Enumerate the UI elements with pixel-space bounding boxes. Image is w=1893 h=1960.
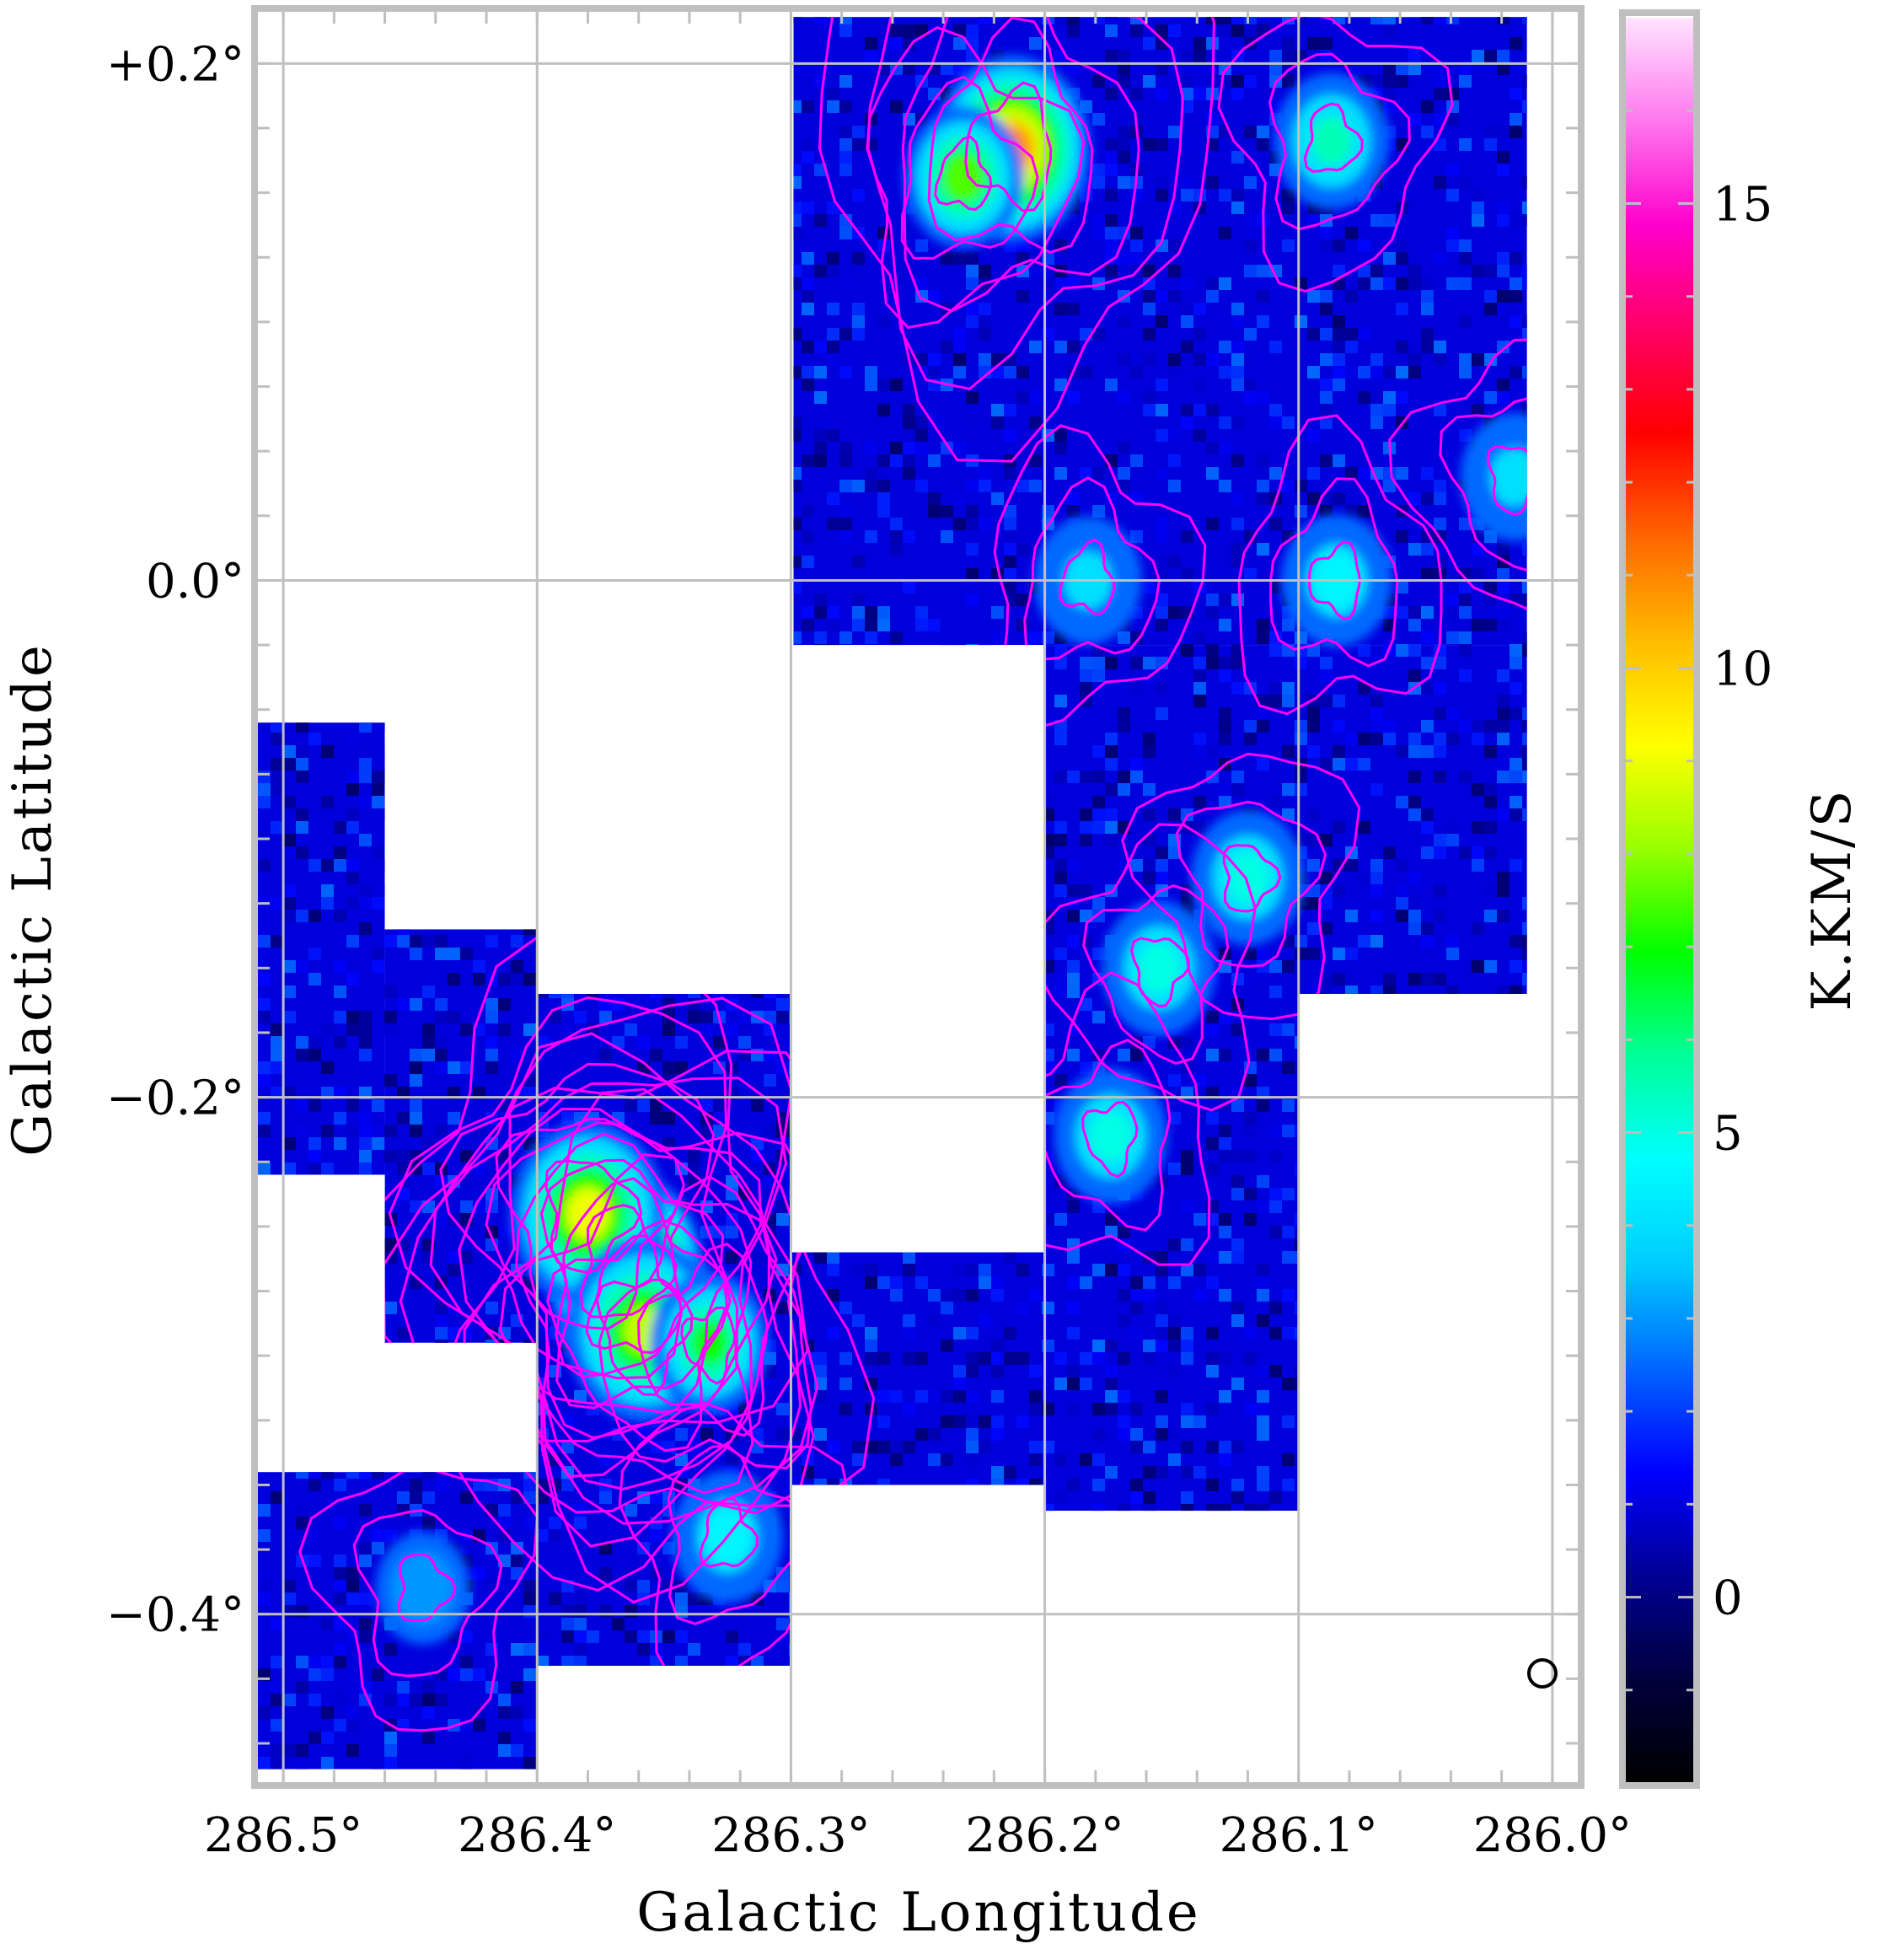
- x-tick-label: 286.2°: [965, 1808, 1123, 1863]
- colorbar-title: K.KM/S: [1801, 788, 1864, 1012]
- x-tick-labels: 286.5° 286.4° 286.3° 286.2° 286.1° 286.0°: [204, 1808, 1632, 1863]
- colorbar-tick-label: 5: [1713, 1107, 1743, 1162]
- axis-ticks: [258, 12, 1578, 1782]
- contour-line: [1081, 1100, 1139, 1179]
- contour-line: [1303, 102, 1364, 174]
- emission-peak-9: [1137, 942, 1181, 994]
- contour-line: [927, 17, 1094, 255]
- x-tick-label: 286.5°: [204, 1808, 362, 1863]
- plot-frame: [251, 5, 1585, 1789]
- contour-line: [618, 1401, 851, 1689]
- x-tick-label: 286.0°: [1473, 1808, 1632, 1863]
- coordinate-grid: [258, 12, 1578, 1782]
- y-axis-title: Galactic Latitude: [2, 642, 64, 1157]
- contour-line: [1175, 800, 1327, 968]
- colorbar-tick-label: 0: [1713, 1571, 1743, 1626]
- beam-marker: [1527, 1658, 1558, 1689]
- contour-line: [555, 1177, 732, 1410]
- contour-line: [585, 1234, 683, 1355]
- contour-line: [680, 1306, 737, 1385]
- x-tick-label: 286.4°: [458, 1808, 616, 1863]
- contour-line: [437, 1032, 876, 1592]
- contour-line: [495, 1118, 685, 1330]
- contour-line: [866, 25, 1086, 330]
- contour-line: [399, 1050, 824, 1604]
- colorbar-tick-labels: 0 5 10 15: [1713, 177, 1772, 1625]
- colorbar-frame: [1619, 9, 1700, 1789]
- contour-line: [637, 1243, 769, 1437]
- y-tick-label: 0.0°: [146, 554, 244, 609]
- y-tick-label: −0.2°: [106, 1071, 244, 1126]
- contour-line: [1129, 937, 1190, 1008]
- emission-peak-7: [1311, 116, 1353, 166]
- colorbar-tick-label: 10: [1713, 642, 1772, 696]
- contour-line: [598, 1174, 812, 1469]
- contour-line: [964, 81, 1053, 212]
- x-tick-label: 286.1°: [1220, 1808, 1378, 1863]
- colorbar-gradient: [1624, 18, 1695, 1783]
- contour-line: [352, 1509, 503, 1678]
- contour-line: [499, 1153, 754, 1495]
- emission-peak-10: [1089, 1110, 1133, 1162]
- y-tick-labels: +0.2° 0.0° −0.2° −0.4°: [106, 37, 244, 1642]
- contour-line: [901, 17, 1140, 313]
- contour-line: [595, 1278, 694, 1396]
- contour-line: [388, 996, 739, 1414]
- contour-line: [934, 135, 993, 212]
- contour-line: [579, 1203, 678, 1318]
- y-tick-label: −0.4°: [106, 1588, 244, 1643]
- contour-line: [900, 75, 1039, 260]
- emission-peak-6: [945, 155, 982, 200]
- colorbar-tick-label: 15: [1713, 177, 1772, 232]
- colorbar: 0 5 10 15 K.KM/S: [1619, 9, 1864, 1789]
- y-tick-label: +0.2°: [106, 37, 244, 92]
- contour-line: [546, 1219, 729, 1453]
- contour-line: [298, 1466, 539, 1732]
- contour-line: [1268, 52, 1411, 231]
- x-tick-label: 286.3°: [711, 1808, 870, 1863]
- contour-line: [429, 1077, 788, 1490]
- contour-line: [544, 1159, 643, 1274]
- emission-peak-15: [1490, 448, 1527, 506]
- contour-line: [667, 1444, 807, 1625]
- contour-line: [539, 1158, 725, 1378]
- contour-line: [1222, 844, 1282, 913]
- contour-line: [1486, 445, 1527, 516]
- contour-line: [463, 1087, 815, 1515]
- contour-line: [1388, 338, 1527, 621]
- colorbar-ticks: [1624, 109, 1695, 1692]
- contour-line: [1439, 396, 1527, 573]
- contour-line: [818, 17, 1215, 463]
- x-axis-title: Galactic Longitude: [636, 1882, 1201, 1944]
- contour-line: [1082, 884, 1230, 1066]
- contour-line: [439, 1062, 716, 1380]
- emission-peak-8: [1226, 852, 1269, 904]
- contour-line: [1217, 17, 1454, 293]
- contour-line: [485, 1121, 763, 1440]
- contour-line: [699, 1496, 759, 1568]
